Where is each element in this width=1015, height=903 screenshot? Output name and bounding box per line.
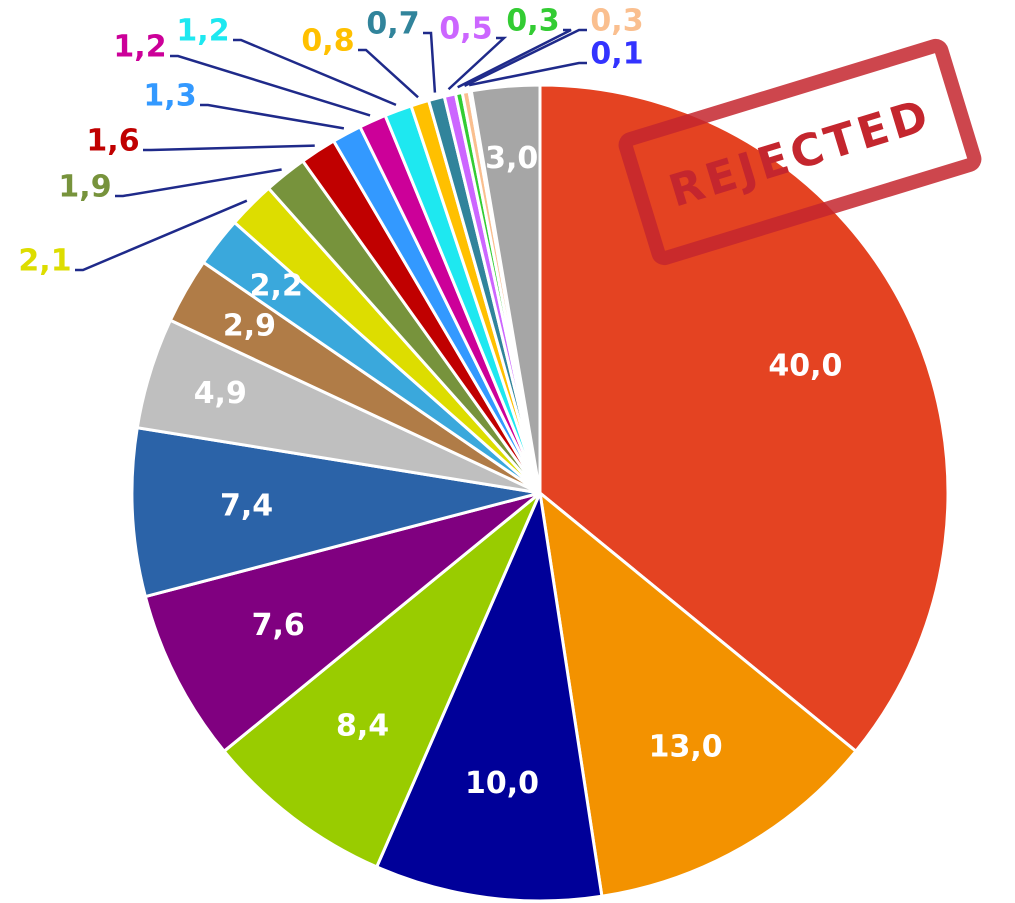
data-label: 0,3 (506, 4, 559, 39)
leader-line (358, 50, 418, 97)
data-label: 10,0 (465, 766, 539, 801)
data-label: 2,1 (18, 244, 71, 279)
data-label: 13,0 (649, 730, 723, 765)
data-label: 2,2 (250, 269, 303, 304)
leader-line (423, 33, 435, 93)
data-label: 0,5 (439, 12, 492, 47)
chart: 40,013,010,08,47,67,44,92,92,22,11,91,61… (0, 0, 1015, 903)
data-label: 8,4 (336, 709, 389, 744)
data-label: 1,2 (176, 14, 229, 49)
leader-line (143, 146, 315, 150)
data-label: 7,6 (252, 608, 305, 643)
data-label: 1,6 (86, 124, 139, 159)
data-label: 2,9 (223, 309, 276, 344)
data-label: 1,2 (113, 30, 166, 65)
data-label: 0,7 (366, 7, 419, 42)
data-label: 0,3 (590, 4, 643, 39)
data-label: 1,9 (58, 170, 111, 205)
leader-line (115, 170, 282, 196)
data-label: 1,3 (143, 79, 196, 114)
data-label: 7,4 (220, 489, 273, 524)
data-label: 4,9 (194, 376, 247, 411)
data-label: 40,0 (768, 349, 842, 384)
data-label: 0,8 (301, 24, 354, 59)
data-label: 3,0 (485, 141, 538, 176)
leader-line (200, 105, 344, 128)
leader-line (170, 56, 370, 115)
data-label: 0,1 (590, 37, 643, 72)
